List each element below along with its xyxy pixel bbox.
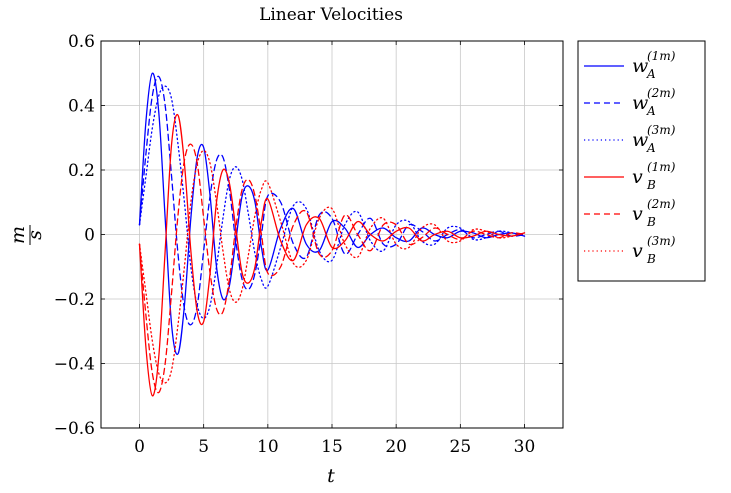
y-axis-label: m s [7, 225, 46, 245]
y-tick-label: 0.6 [68, 32, 95, 52]
y-tick-label: 0 [84, 226, 95, 246]
legend-label: v [632, 166, 643, 188]
series-layer [138, 72, 526, 397]
legend-label-subscript: A [646, 67, 656, 81]
legend-label-superscript: (1m) [647, 49, 676, 63]
legend-label: v [632, 240, 643, 262]
chart-title: Linear Velocities [259, 5, 403, 25]
legend-label: v [632, 203, 643, 225]
legend-label-subscript: A [646, 104, 656, 118]
x-tick-label: 5 [198, 437, 209, 457]
legend-label-subscript: A [646, 141, 656, 155]
legend-label-superscript: (2m) [647, 86, 676, 100]
x-tick-label: 0 [134, 437, 145, 457]
y-tick-label: 0.2 [68, 161, 95, 181]
legend: w(1m)Aw(2m)Aw(3m)Av (1m)Bv (2m)Bv (3m)B [577, 40, 706, 282]
x-tick-label: 10 [257, 437, 279, 457]
tick-layer: 0 5 10 15 20 25 30 −0.6 −0.4 −0.2 0 0.2 0.4 0.6 [54, 32, 563, 457]
legend-label-superscript: (2m) [647, 197, 676, 211]
x-axis-label: t [327, 465, 335, 487]
legend-label-superscript: (3m) [647, 123, 676, 137]
x-tick-label: 25 [450, 437, 472, 457]
grid [101, 40, 563, 429]
y-tick-label: −0.4 [54, 355, 95, 375]
legend-label-subscript: B [646, 252, 656, 266]
legend-label-subscript: B [646, 178, 656, 192]
x-tick-label: 15 [321, 437, 343, 457]
y-axis-label-denominator: s [24, 230, 46, 240]
series-line-vb-1m [138, 113, 526, 397]
x-tick-label: 20 [385, 437, 407, 457]
y-tick-label: −0.2 [54, 290, 95, 310]
legend-label: w [632, 129, 648, 151]
y-axis-label-numerator: m [7, 226, 29, 244]
y-tick-label: 0.4 [68, 97, 95, 117]
legend-label-superscript: (3m) [647, 234, 676, 248]
x-tick-label: 30 [514, 437, 536, 457]
legend-frame [577, 40, 706, 282]
legend-label-subscript: B [646, 215, 656, 229]
legend-label: w [632, 55, 648, 77]
y-tick-label: −0.6 [54, 419, 95, 439]
legend-label: w [632, 92, 648, 114]
series-line-vb-3m [138, 149, 526, 384]
legend-label-superscript: (1m) [647, 160, 676, 174]
series-line-wa-3m [138, 85, 526, 320]
